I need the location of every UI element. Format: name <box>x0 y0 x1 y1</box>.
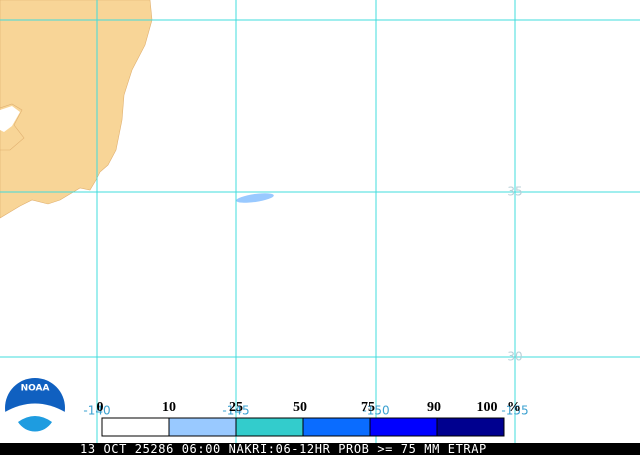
legend-swatch <box>436 417 505 437</box>
logo-inner <box>18 416 52 432</box>
lat-labels: 35 30 <box>507 185 522 364</box>
legend-swatch <box>369 417 438 437</box>
legend-label: 0 <box>97 400 104 415</box>
legend-label: 25 <box>229 400 243 415</box>
legend: 0 10 25 50 75 90 100% <box>97 400 521 437</box>
legend-swatch <box>101 417 170 437</box>
legend-swatch <box>302 417 371 437</box>
legend-swatch <box>168 417 237 437</box>
probability-area <box>236 193 274 203</box>
lon-label: -140 <box>83 404 110 418</box>
legend-label: 10 <box>162 400 176 415</box>
noaa-logo: NOAA <box>5 378 65 442</box>
lat-label: 30 <box>507 350 522 364</box>
graticule <box>0 0 640 443</box>
lon-label: -150 <box>362 404 389 418</box>
bay <box>0 106 20 132</box>
caption-bar <box>0 443 640 455</box>
lon-label: -155 <box>501 404 528 418</box>
lon-labels: -140 -145 -150 -155 <box>83 404 528 418</box>
legend-swatch <box>235 417 304 437</box>
lon-label: -145 <box>222 404 249 418</box>
legend-label: 100 <box>477 400 498 415</box>
logo-text: NOAA <box>21 384 50 394</box>
caption: 13 OCT 25286 06:00 NAKRI:06-12HR PROB >=… <box>80 442 487 455</box>
legend-unit: % <box>507 400 521 415</box>
legend-label: 90 <box>427 400 441 415</box>
japan-landmass <box>0 0 153 219</box>
legend-label: 75 <box>361 400 375 415</box>
legend-label: 50 <box>293 400 307 415</box>
lat-label: 35 <box>507 185 522 199</box>
